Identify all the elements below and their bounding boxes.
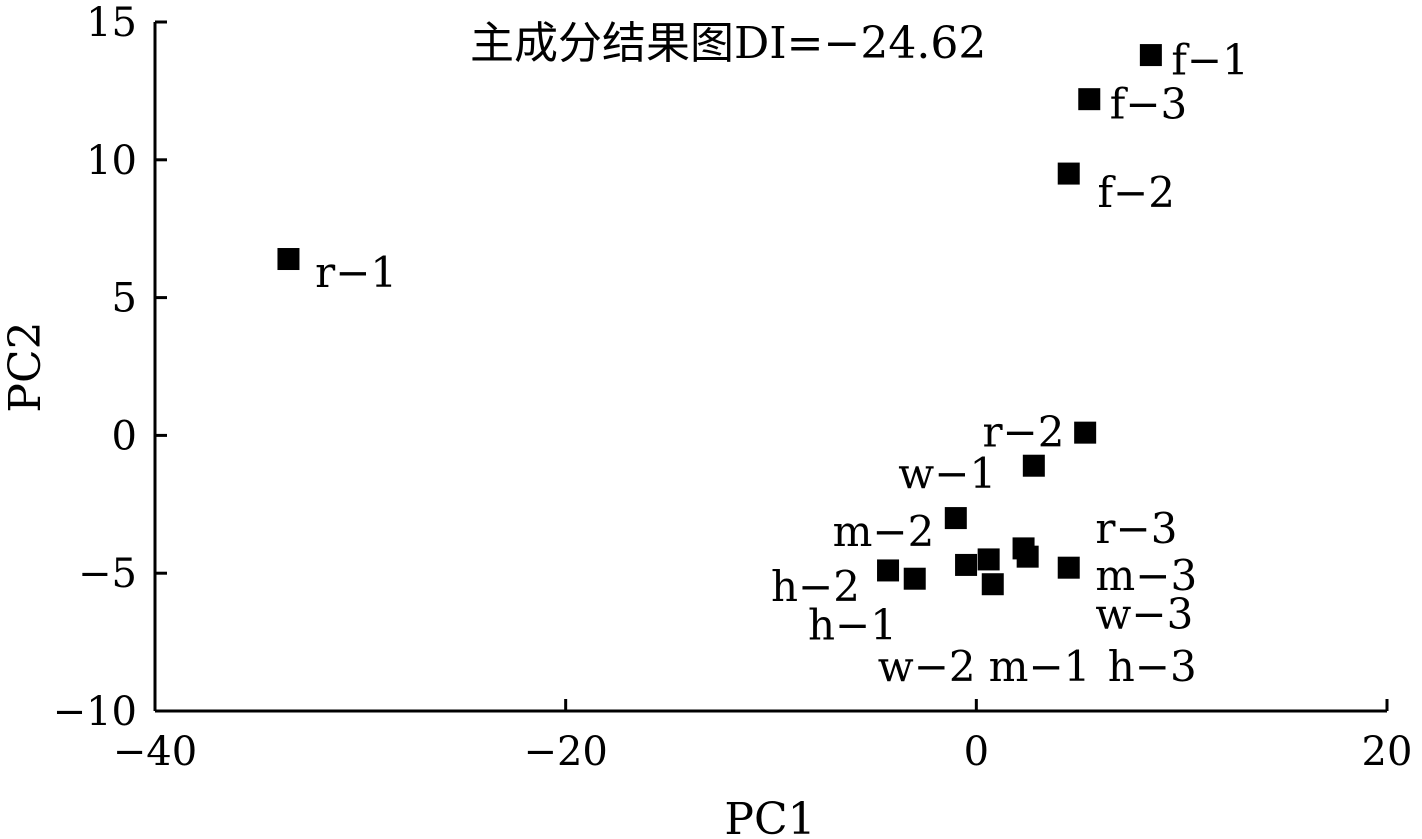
point-label: r−1: [315, 248, 397, 297]
x-tick-label: 20: [1362, 729, 1413, 775]
point-label: m−3: [1095, 551, 1197, 600]
data-point-h-2: [877, 559, 900, 582]
y-tick-label: 5: [112, 276, 137, 322]
y-axis-label: PC2: [0, 321, 51, 412]
data-point-m-3: [1016, 545, 1039, 568]
point-label: h−3: [1108, 642, 1197, 691]
data-point-m-2: [944, 507, 967, 530]
point-label: r−2: [982, 408, 1064, 457]
point-label: f−1: [1171, 36, 1248, 85]
data-point-w-3: [1057, 556, 1080, 579]
point-labels: f−1f−3 f−2 r−1 r−2w−1 m−2 r−3m−3w−3 h−2h−1w−2 m…: [315, 36, 1249, 691]
point-label: w−1: [898, 449, 996, 498]
data-point-m-1: [977, 548, 1000, 571]
point-label: h−2: [771, 562, 860, 611]
data-point-h-1: [903, 567, 926, 590]
x-axis-label: PC1: [724, 794, 815, 839]
chart-title: 主成分结果图DI=−24.62: [470, 18, 986, 69]
point-label: m−1: [989, 642, 1091, 691]
y-tick-label: −10: [53, 689, 137, 735]
point-label: r−3: [1095, 504, 1177, 553]
point-label: f−3: [1110, 80, 1187, 129]
point-label: w−2: [878, 642, 976, 691]
data-point-w-1: [1022, 454, 1045, 477]
y-tick-label: 0: [112, 413, 137, 459]
point-label: w−3: [1095, 590, 1193, 639]
data-point-f-1: [1139, 44, 1162, 67]
x-tick-label: −40: [113, 729, 197, 775]
y-tick-label: −5: [78, 551, 137, 597]
x-tick-label: −20: [523, 729, 607, 775]
data-point-h-3: [981, 573, 1004, 596]
point-label: f−2: [1097, 168, 1174, 217]
data-point-r-1: [277, 248, 300, 271]
x-tick-label: 0: [964, 729, 989, 775]
y-tick-label: 10: [86, 138, 137, 184]
axes: 15 10 5 0 −5 −10−40 −20 0 20: [53, 0, 1413, 775]
data-point-f-2: [1057, 162, 1080, 185]
point-label: m−2: [833, 507, 935, 556]
y-tick-label: 15: [86, 0, 137, 46]
data-point-r-2: [1074, 421, 1097, 444]
data-point-f-3: [1078, 88, 1101, 111]
point-label: h−1: [808, 601, 897, 650]
data-points: [277, 44, 1162, 596]
data-point-w-2: [955, 553, 978, 576]
